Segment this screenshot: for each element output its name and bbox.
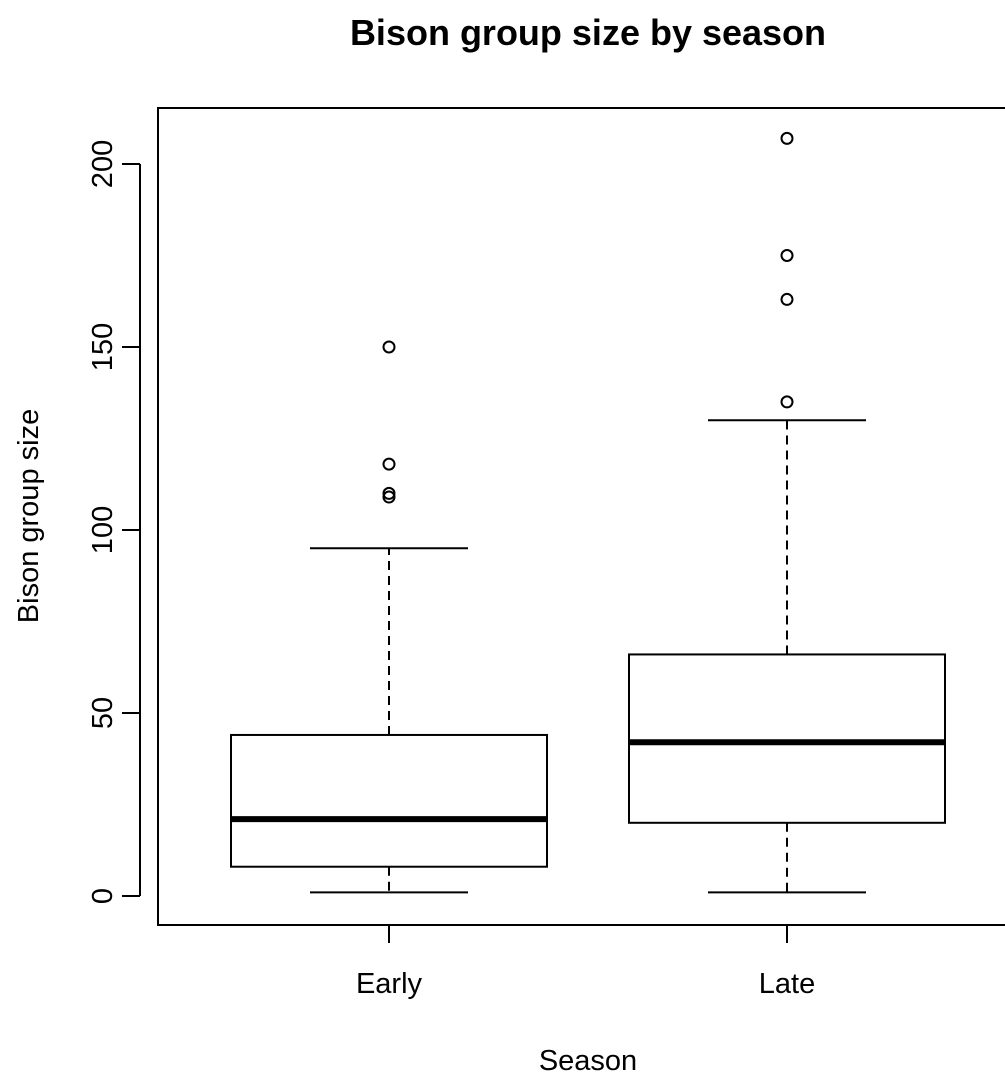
outlier-point	[780, 131, 794, 145]
x-tick-label: Early	[356, 968, 423, 1000]
outlier-point	[780, 292, 794, 306]
outlier-point	[382, 457, 396, 471]
y-tick-label: 150	[87, 323, 119, 371]
chart-title: Bison group size by season	[350, 12, 826, 53]
y-axis-label: Bison group size	[13, 409, 45, 623]
y-tick-label: 100	[87, 506, 119, 554]
outlier-point	[382, 340, 396, 354]
y-tick-label: 0	[87, 888, 119, 904]
plot-area: 0 50 100 150 200 Early Late	[87, 131, 946, 1000]
outlier-point	[382, 486, 396, 500]
outlier-point	[780, 395, 794, 409]
iqr-box	[230, 733, 548, 868]
x-axis-label: Season	[539, 1045, 637, 1074]
outlier-point	[780, 249, 794, 262]
iqr-box	[628, 653, 946, 824]
x-tick-label: Late	[759, 968, 815, 1000]
y-tick-label: 200	[87, 140, 119, 188]
outlier-point	[382, 490, 396, 504]
y-tick-label: 50	[87, 697, 119, 729]
